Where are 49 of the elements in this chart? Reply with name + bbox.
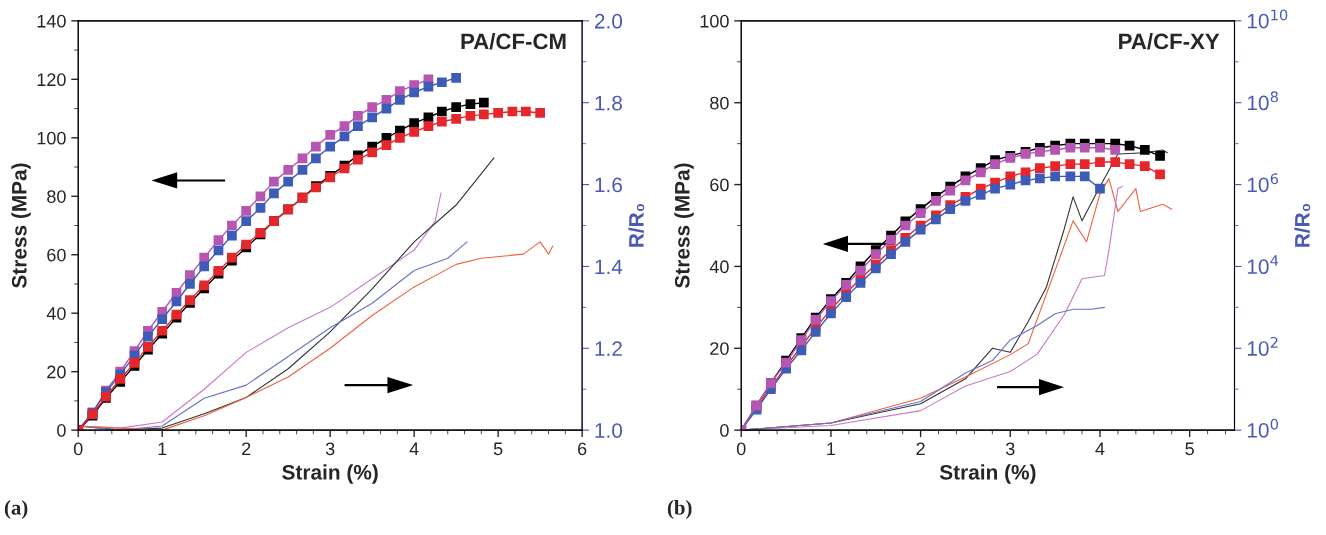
y2-tick-label: 10$^{0}$ (1247, 418, 1278, 438)
text: (b) (667, 500, 692, 519)
y2-tick-label: 1.2 (595, 341, 622, 356)
x-tick-label: 2 (242, 442, 251, 456)
y2-tick-label: 1.4 (595, 259, 623, 274)
x-axis-title: Strain (%) (282, 464, 378, 484)
y2-tick-label: 1.6 (595, 177, 622, 193)
x-tick-label: 4 (1095, 442, 1105, 456)
x-tick-label: 0 (73, 442, 83, 456)
y-tick-label: 60 (47, 248, 66, 262)
y-tick-label: 20 (710, 342, 729, 356)
y2-tick-label: 10$^{6}$ (1247, 173, 1279, 193)
y-tick-label: 100 (700, 14, 729, 28)
text: (a) (4, 500, 28, 519)
y2-axis-title: R/R₀ (1294, 204, 1311, 247)
x-tick-label: 1 (827, 442, 836, 456)
y-tick-label: 100 (37, 131, 66, 145)
y2-tick-label: 10$^{8}$ (1247, 91, 1278, 111)
y2-tick-label: 10$^{10}$ (1247, 9, 1288, 29)
y2-axis-title: R/R₀ (628, 204, 645, 247)
y-tick-label: 140 (37, 14, 66, 28)
y-tick-label: 120 (37, 73, 66, 87)
x-tick-label: 5 (493, 442, 503, 456)
x-tick-label: 3 (325, 442, 335, 456)
y2-tick-label: 1.0 (595, 423, 623, 438)
x-tick-label: 6 (578, 442, 587, 456)
y-tick-label: 20 (47, 365, 66, 379)
y-tick-label: 80 (47, 190, 66, 203)
x-tick-label: 1 (158, 442, 167, 456)
y2-tick-label: 1.8 (595, 95, 622, 111)
y2-tick-label: 10$^{4}$ (1247, 255, 1279, 275)
x-tick-label: 4 (409, 442, 419, 456)
y-axis-title: Stress (MPa) (11, 163, 31, 288)
y-tick-label: 0 (720, 424, 729, 437)
annotation: PA/CF-XY (1119, 33, 1220, 50)
y2-tick-label: 10$^{2}$ (1247, 336, 1278, 356)
y2-tick-label: 2.0 (594, 13, 623, 29)
y-tick-label: 60 (710, 178, 729, 192)
y-tick-label: 40 (709, 260, 729, 274)
y-axis-title: Stress (MPa) (674, 163, 694, 288)
y-tick-label: 0 (57, 424, 66, 437)
x-tick-label: 3 (1005, 442, 1015, 456)
y-tick-label: 80 (710, 96, 729, 110)
y-tick-label: 40 (46, 307, 66, 320)
x-tick-label: 0 (736, 442, 746, 456)
x-axis-title: Strain (%) (939, 464, 1036, 484)
x-tick-label: 5 (1185, 442, 1194, 456)
annotation: PA/CF-CM (461, 33, 566, 50)
x-tick-label: 2 (916, 442, 925, 456)
